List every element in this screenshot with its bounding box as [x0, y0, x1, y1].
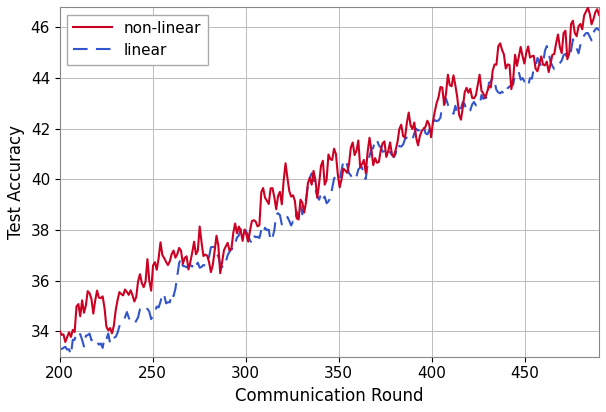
- non-linear: [185, 267, 192, 272]
- linear: [185, 264, 192, 269]
- linear: [64, 347, 71, 352]
- X-axis label: Communication Round: Communication Round: [235, 387, 424, 405]
- non-linear: [62, 339, 69, 344]
- non-linear: [577, 21, 584, 26]
- non-linear: [528, 54, 536, 59]
- linear: [67, 352, 75, 357]
- Line: linear: linear: [60, 28, 599, 355]
- linear: [295, 215, 302, 220]
- non-linear: [65, 330, 73, 335]
- linear: [56, 346, 64, 351]
- non-linear: [596, 12, 603, 17]
- non-linear: [382, 154, 390, 159]
- linear: [528, 76, 536, 81]
- linear: [577, 42, 584, 47]
- Line: non-linear: non-linear: [60, 8, 599, 342]
- non-linear: [56, 329, 64, 334]
- non-linear: [584, 5, 591, 10]
- Y-axis label: Test Accuracy: Test Accuracy: [7, 125, 25, 239]
- linear: [596, 28, 603, 33]
- non-linear: [295, 217, 302, 222]
- linear: [382, 152, 390, 157]
- linear: [593, 26, 601, 30]
- Legend: non-linear, linear: non-linear, linear: [67, 14, 207, 65]
